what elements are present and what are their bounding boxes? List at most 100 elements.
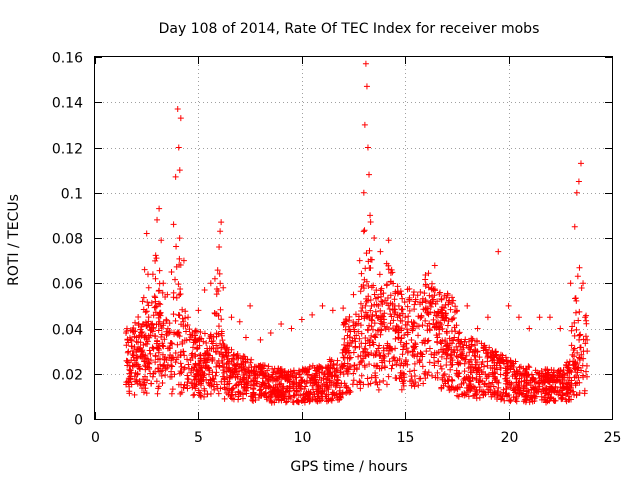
data-point xyxy=(447,306,454,313)
data-point xyxy=(166,320,173,327)
data-point xyxy=(408,382,415,389)
data-points xyxy=(123,60,591,406)
data-point xyxy=(180,366,187,373)
data-point xyxy=(182,308,189,315)
data-point xyxy=(423,348,430,355)
data-point xyxy=(424,371,431,378)
data-point xyxy=(506,381,513,388)
data-point xyxy=(321,371,328,378)
data-point xyxy=(451,324,458,331)
data-point xyxy=(364,375,371,382)
data-point xyxy=(399,318,406,325)
data-point xyxy=(140,294,147,301)
data-point xyxy=(190,344,197,351)
data-point xyxy=(422,282,429,289)
data-point xyxy=(140,389,147,396)
data-point xyxy=(138,329,145,336)
data-point xyxy=(364,349,371,356)
data-point xyxy=(438,365,445,372)
data-point xyxy=(216,363,223,370)
data-point xyxy=(388,365,395,372)
data-point xyxy=(567,367,574,374)
data-point xyxy=(368,256,375,263)
data-point xyxy=(584,336,591,343)
data-point xyxy=(391,296,398,303)
data-point xyxy=(185,361,192,368)
data-point xyxy=(574,349,581,356)
data-point xyxy=(261,362,268,369)
data-point xyxy=(489,379,496,386)
data-point xyxy=(534,389,541,396)
data-point xyxy=(411,367,418,374)
data-point xyxy=(195,367,202,374)
data-point xyxy=(160,320,167,327)
data-point xyxy=(438,295,445,302)
data-point xyxy=(461,360,468,367)
data-point xyxy=(237,390,244,397)
data-point xyxy=(495,248,502,255)
data-point xyxy=(463,373,470,380)
data-point xyxy=(454,359,461,366)
data-point xyxy=(580,374,587,381)
data-point xyxy=(485,371,492,378)
data-point xyxy=(362,302,369,309)
data-point xyxy=(226,358,233,365)
data-point xyxy=(426,326,433,333)
data-point xyxy=(391,302,398,309)
data-point xyxy=(548,384,555,391)
data-point xyxy=(473,375,480,382)
data-point xyxy=(218,219,225,226)
data-point xyxy=(327,362,334,369)
data-point xyxy=(494,388,501,395)
data-point xyxy=(150,370,157,377)
data-point xyxy=(573,189,580,196)
data-point xyxy=(395,329,402,336)
data-point xyxy=(191,364,198,371)
data-point xyxy=(352,311,359,318)
data-point xyxy=(356,344,363,351)
y-tick-label: 0.06 xyxy=(52,277,83,293)
data-point xyxy=(416,358,423,365)
data-point xyxy=(334,376,341,383)
data-point xyxy=(206,371,213,378)
data-point xyxy=(218,332,225,339)
data-point xyxy=(233,361,240,368)
data-point xyxy=(195,307,202,314)
data-point xyxy=(124,336,131,343)
data-point xyxy=(170,354,177,361)
data-point xyxy=(217,228,224,235)
data-point xyxy=(364,314,371,321)
data-point xyxy=(476,383,483,390)
data-point xyxy=(352,338,359,345)
data-point xyxy=(170,289,177,296)
data-point xyxy=(157,361,164,368)
data-point xyxy=(319,302,326,309)
data-point xyxy=(219,337,226,344)
data-point xyxy=(218,316,225,323)
data-point xyxy=(461,368,468,375)
data-point xyxy=(440,372,447,379)
data-point xyxy=(135,320,142,327)
data-point xyxy=(385,262,392,269)
data-point xyxy=(547,395,554,402)
data-point xyxy=(162,365,169,372)
data-point xyxy=(142,385,149,392)
data-point xyxy=(125,359,132,366)
data-point xyxy=(409,352,416,359)
data-point xyxy=(431,324,438,331)
data-point xyxy=(214,385,221,392)
data-point xyxy=(184,382,191,389)
data-point xyxy=(582,368,589,375)
data-point xyxy=(421,370,428,377)
data-point xyxy=(383,381,390,388)
data-point xyxy=(209,358,216,365)
data-point xyxy=(398,386,405,393)
data-point xyxy=(476,373,483,380)
data-point xyxy=(438,385,445,392)
data-point xyxy=(436,289,443,296)
data-point xyxy=(242,334,249,341)
data-point xyxy=(177,390,184,397)
data-point xyxy=(270,369,277,376)
data-point xyxy=(221,395,228,402)
data-point xyxy=(142,319,149,326)
